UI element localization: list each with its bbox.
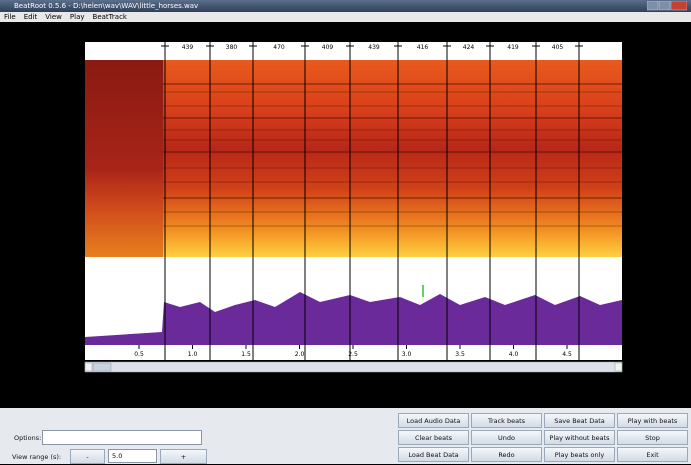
app-window: BeatRoot 0.5.6 - D:\helen\wav\WAV\little… (0, 0, 691, 464)
minus-button[interactable]: - (70, 449, 105, 464)
time-tick-label: 2.5 (348, 351, 358, 358)
time-tick-label: 1.0 (188, 351, 198, 358)
window-buttons[interactable] (647, 1, 687, 11)
action-button[interactable]: Play with beats (617, 413, 688, 428)
action-button[interactable]: Play beats only (544, 447, 615, 462)
menu-item[interactable]: Edit (24, 13, 38, 21)
beat-interval: 439 (368, 44, 380, 51)
beat-interval: 409 (322, 44, 334, 51)
action-button[interactable]: Clear beats (398, 430, 469, 445)
title-bar: BeatRoot 0.5.6 - D:\helen\wav\WAV\little… (0, 0, 691, 12)
action-button[interactable]: Undo (471, 430, 542, 445)
menu-item[interactable]: View (45, 13, 62, 21)
action-button[interactable]: Save Beat Data (544, 413, 615, 428)
view-range-label: View range (s): (12, 453, 61, 461)
control-panel: Options: View range (s): - 5.0 + Load Au… (0, 408, 691, 464)
action-button[interactable]: Redo (471, 447, 542, 462)
menu-item[interactable]: BeatTrack (93, 13, 127, 21)
window-title: BeatRoot 0.5.6 - D:\helen\wav\WAV\little… (14, 2, 198, 10)
beat-interval: 419 (507, 44, 519, 51)
time-tick-label: 1.5 (241, 351, 251, 358)
menu-item[interactable]: File (4, 13, 16, 21)
menu-bar: File Edit View Play BeatTrack (0, 12, 691, 22)
menu-item[interactable]: Play (70, 13, 85, 21)
action-button[interactable]: Load Beat Data (398, 447, 469, 462)
time-tick-label: 0.5 (134, 351, 144, 358)
time-tick-label: 2.0 (295, 351, 305, 358)
beat-interval: 439 (182, 44, 194, 51)
time-tick-label: 4.0 (509, 351, 519, 358)
plus-button[interactable]: + (160, 449, 207, 464)
time-tick-label: 3.5 (455, 351, 465, 358)
action-button[interactable]: Play without beats (544, 430, 615, 445)
beat-interval: 405 (552, 44, 564, 51)
action-button[interactable]: Stop (617, 430, 688, 445)
beat-interval: 416 (417, 44, 429, 51)
action-button[interactable]: Track beats (471, 413, 542, 428)
options-label: Options: (14, 434, 41, 442)
options-field[interactable] (42, 430, 202, 445)
beat-interval: 424 (463, 44, 475, 51)
beat-interval: 470 (273, 44, 285, 51)
view-range-field[interactable]: 5.0 (108, 449, 157, 463)
beat-view: 439 380 470 409 439 416 424 419 405 0.5 1.0 1.5 2.0… (0, 22, 691, 408)
action-button[interactable]: Load Audio Data (398, 413, 469, 428)
action-button[interactable]: Exit (617, 447, 688, 462)
time-tick-label: 4.5 (562, 351, 572, 358)
beat-interval: 380 (226, 44, 238, 51)
time-tick-label: 3.0 (402, 351, 412, 358)
